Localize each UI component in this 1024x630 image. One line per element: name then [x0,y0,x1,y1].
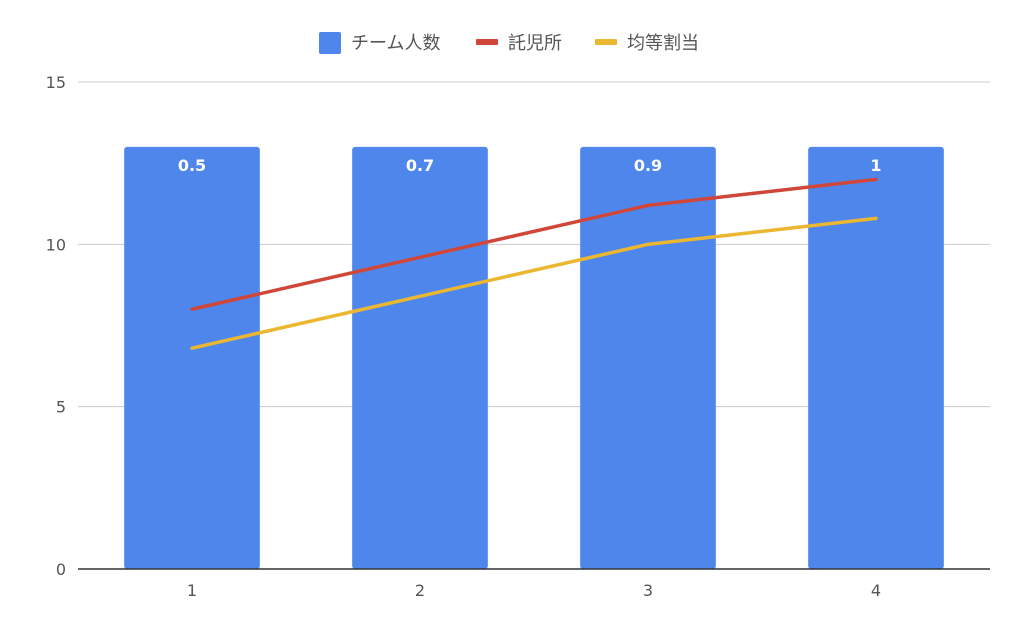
legend-swatch [319,32,341,54]
bar [352,146,488,569]
x-tick-label: 1 [187,581,197,600]
bar-series [124,146,944,569]
legend-label: チーム人数 [351,33,440,54]
x-tick-label: 4 [871,581,881,600]
legend-swatch [595,39,617,45]
bar-data-label: 0.5 [178,156,206,175]
series-line [190,177,878,312]
y-tick-label: 10 [46,235,66,254]
y-tick-label: 15 [46,73,66,92]
bar-data-label: 1 [870,156,881,175]
bar-data-label: 0.9 [634,156,662,175]
bar [124,146,260,569]
legend-swatch [476,39,498,45]
legend-label: 託児所 [508,33,562,54]
data-labels: 0.5 0.7 0.9 1 [178,156,882,175]
line-series [190,177,878,350]
legend: チーム人数 託児所 均等割当 [319,32,699,54]
bar [808,146,944,569]
bar [580,146,716,569]
y-tick-label: 0 [56,560,66,579]
x-tick-label: 3 [643,581,653,600]
bar-data-label: 0.7 [406,156,434,175]
x-tick-label: 2 [415,581,425,600]
legend-label: 均等割当 [627,33,699,54]
series-line [190,216,878,350]
y-tick-label: 5 [56,398,66,417]
axes: 0 5 10 15 1 2 3 4 [46,73,990,600]
